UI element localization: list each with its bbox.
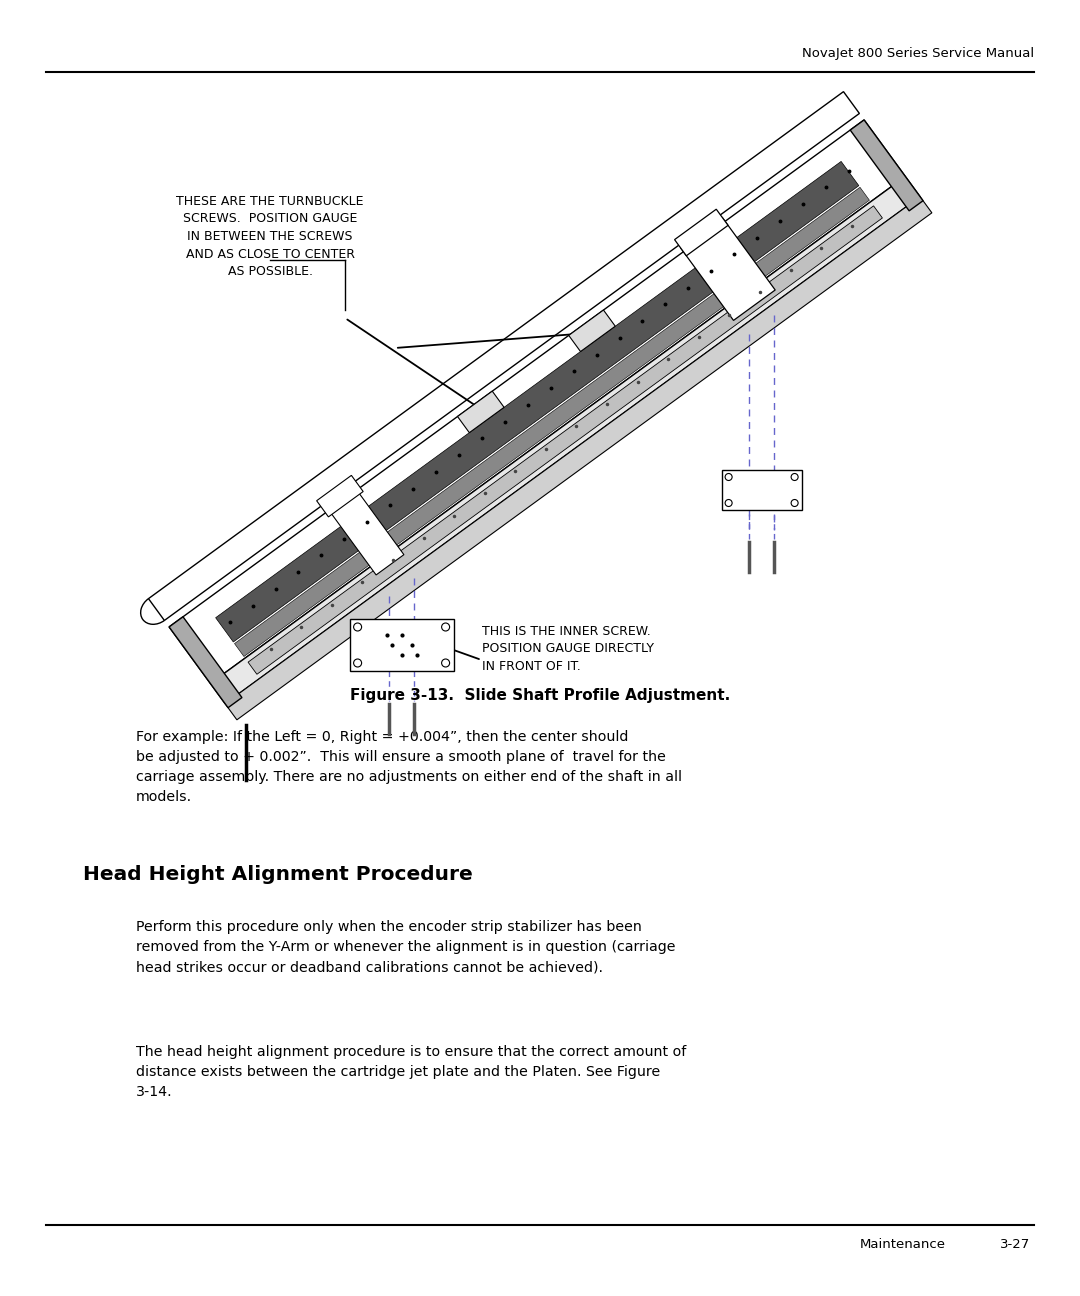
Text: Perform this procedure only when the encoder strip stabilizer has been
removed f: Perform this procedure only when the enc… xyxy=(136,920,675,975)
Text: For example: If the Left = 0, Right = +0.004”, then the center should
be adjuste: For example: If the Left = 0, Right = +0… xyxy=(136,730,681,804)
Polygon shape xyxy=(458,391,504,433)
Polygon shape xyxy=(850,121,923,211)
Text: The head height alignment procedure is to ensure that the correct amount of
dist: The head height alignment procedure is t… xyxy=(136,1045,686,1099)
Polygon shape xyxy=(234,188,869,657)
Polygon shape xyxy=(316,476,363,517)
Polygon shape xyxy=(225,197,932,719)
Text: Figure 3-13.  Slide Shaft Profile Adjustment.: Figure 3-13. Slide Shaft Profile Adjustm… xyxy=(350,688,730,702)
Polygon shape xyxy=(170,121,905,683)
Polygon shape xyxy=(170,617,242,708)
Text: THIS IS THE INNER SCREW.
POSITION GAUGE DIRECTLY
IN FRONT OF IT.: THIS IS THE INNER SCREW. POSITION GAUGE … xyxy=(482,625,653,673)
Polygon shape xyxy=(216,162,859,642)
Polygon shape xyxy=(721,470,801,511)
Polygon shape xyxy=(680,218,775,320)
Polygon shape xyxy=(248,206,882,674)
Polygon shape xyxy=(211,176,920,704)
Polygon shape xyxy=(675,209,728,255)
Text: Head Height Alignment Procedure: Head Height Alignment Procedure xyxy=(83,864,473,884)
Text: NovaJet 800 Series Service Manual: NovaJet 800 Series Service Manual xyxy=(801,47,1034,60)
Polygon shape xyxy=(350,619,454,671)
Polygon shape xyxy=(326,486,404,575)
Text: THESE ARE THE TURNBUCKLE
SCREWS.  POSITION GAUGE
IN BETWEEN THE SCREWS
AND AS CL: THESE ARE THE TURNBUCKLE SCREWS. POSITIO… xyxy=(176,194,364,279)
Polygon shape xyxy=(148,92,860,621)
Polygon shape xyxy=(569,310,616,351)
Text: 3-27: 3-27 xyxy=(1000,1238,1030,1251)
Text: Maintenance: Maintenance xyxy=(860,1238,946,1251)
